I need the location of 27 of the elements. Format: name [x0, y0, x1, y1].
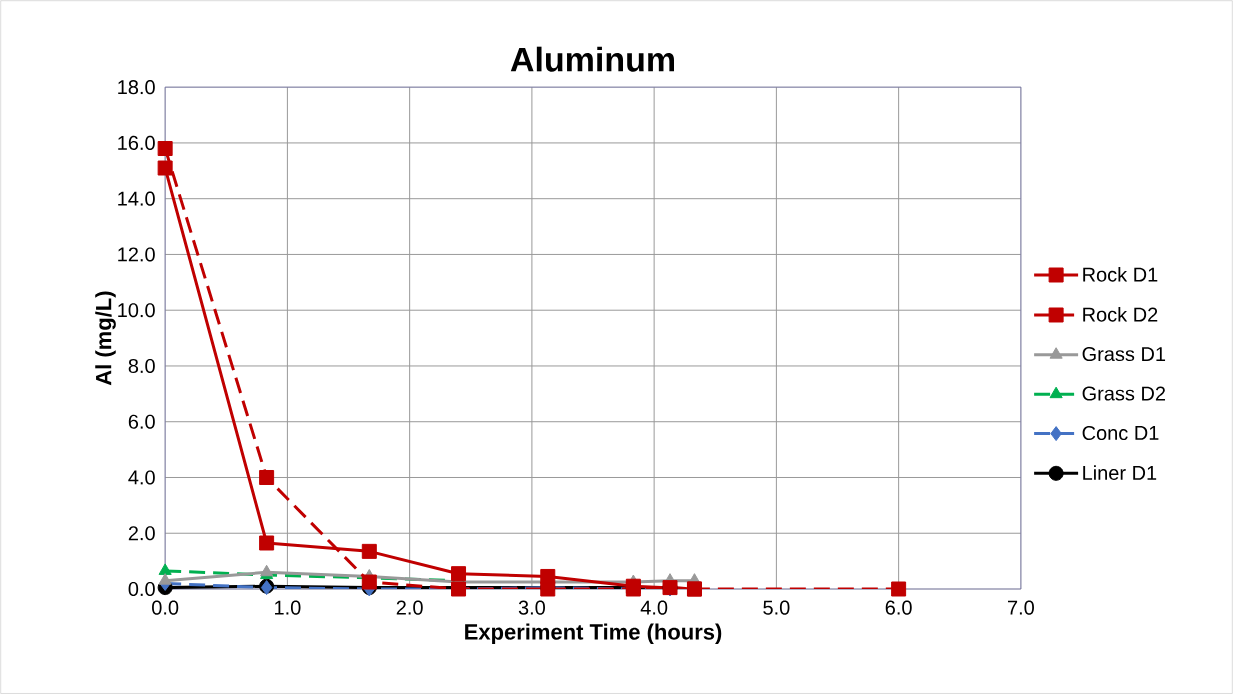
legend-label: Rock D1 — [1083, 266, 1158, 282]
x-tick-label: 2.0 — [396, 600, 423, 615]
y-tick-label: 12.0 — [118, 247, 155, 262]
legend-label: Grass D2 — [1082, 386, 1166, 401]
y-tick-label: 0.0 — [128, 581, 155, 596]
y-tick-label: 8.0 — [128, 358, 155, 373]
y-tick-label: 10.0 — [118, 303, 155, 318]
legend-label: Conc D1 — [1082, 425, 1159, 440]
x-tick-label: 6.0 — [885, 600, 912, 615]
x-axis-title: Experiment Time (hours) — [465, 623, 722, 644]
x-tick-label: 1.0 — [275, 600, 301, 615]
x-tick-label: 4.0 — [640, 600, 668, 615]
x-tick-label: 7.0 — [1008, 600, 1034, 615]
legend-label: Grass D1 — [1082, 346, 1166, 362]
x-tick-label: 5.0 — [763, 600, 790, 615]
y-axis-title: Al (mg/L) — [95, 291, 116, 386]
y-tick-label: 6.0 — [128, 414, 155, 429]
y-tick-label: 16.0 — [118, 135, 155, 150]
legend-label: Rock D2 — [1083, 306, 1158, 322]
x-tick-label: 3.0 — [518, 600, 545, 615]
chart-title: Aluminum — [510, 46, 674, 72]
y-tick-label: 18.0 — [118, 80, 155, 95]
x-tick-label: 0.0 — [152, 600, 179, 615]
y-tick-label: 2.0 — [128, 526, 155, 541]
y-tick-label: 14.0 — [118, 191, 155, 206]
legend-label: Liner D1 — [1083, 465, 1157, 480]
y-tick-label: 4.0 — [128, 470, 155, 485]
